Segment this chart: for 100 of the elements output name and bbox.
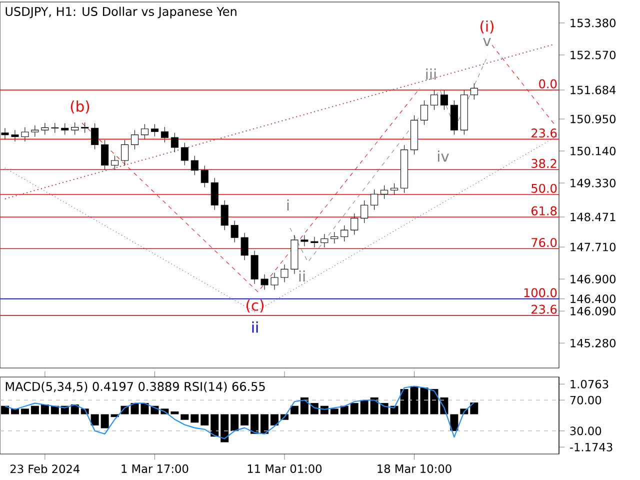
bar [250, 414, 259, 434]
bar [370, 397, 378, 414]
annotation: ii [299, 270, 305, 282]
y2-tick-label: 70.00 [570, 396, 602, 404]
annotation: v [483, 38, 491, 46]
candlestick [220, 200, 228, 230]
annotation: ii [252, 321, 258, 333]
bar [200, 414, 209, 426]
bar [470, 402, 478, 414]
y-tick-label: 150.140 [570, 146, 616, 156]
candlestick [180, 142, 188, 166]
bar [180, 414, 189, 420]
bar [20, 408, 29, 414]
y-tick-label: 151.684 [570, 86, 616, 94]
y-tick-label: 153.380 [570, 18, 616, 28]
candlestick [300, 234, 308, 247]
annotation: 61.8 [532, 206, 557, 216]
candlestick [31, 125, 39, 138]
annotation: (b) [70, 100, 90, 114]
annotation: i [287, 199, 289, 211]
bar [90, 414, 99, 426]
y-tick-label: 146.090 [570, 306, 616, 316]
chart-title: MACD(5,34,5) 0.4197 0.3889 RSI(14) 66.55 [6, 382, 265, 392]
annotation: 50.0 [532, 184, 557, 193]
bar [270, 414, 279, 426]
bar [190, 414, 199, 423]
candlestick [140, 124, 149, 140]
bar [230, 414, 239, 432]
bar [210, 414, 219, 437]
candlestick [340, 225, 348, 242]
candlestick [260, 274, 268, 290]
candlestick [121, 140, 129, 166]
candlestick [430, 90, 438, 110]
x-tick-label: 11 Mar 01:00 [248, 464, 322, 473]
annotation: (i) [480, 20, 494, 34]
candlestick [130, 130, 139, 150]
candlestick [440, 90, 448, 110]
candlestick [21, 127, 29, 142]
bar [350, 403, 358, 414]
candlestick [360, 200, 368, 224]
bar [240, 414, 249, 426]
candlestick [160, 126, 168, 143]
y-tick-label: 149.330 [570, 178, 616, 188]
candlestick [71, 122, 79, 136]
candlestick [111, 155, 119, 170]
candlestick [81, 122, 89, 134]
bar [220, 414, 229, 442]
candlestick [330, 232, 338, 244]
bar [290, 406, 298, 414]
candlestick [190, 155, 198, 176]
y-tick-label: 145.280 [570, 338, 616, 348]
candlestick [101, 140, 109, 170]
candlestick [310, 236, 318, 248]
candlestick [250, 250, 258, 284]
candlestick [200, 165, 208, 188]
y-tick-label: 148.471 [570, 212, 616, 222]
bar [260, 414, 269, 434]
annotation: (c) [246, 299, 264, 313]
bar [400, 389, 408, 414]
candlestick [51, 122, 59, 134]
annotation: iv [438, 150, 449, 162]
candlestick [280, 264, 288, 283]
candlestick [350, 213, 358, 236]
annotation: 38.2 [532, 158, 556, 168]
candlestick [420, 100, 428, 126]
candlestick [240, 232, 248, 260]
annotation: iii [426, 68, 436, 80]
candlestick [270, 272, 278, 290]
y-tick-label: 1.0763 [570, 380, 608, 388]
bar [100, 414, 109, 428]
candlestick [41, 122, 49, 136]
candlestick [470, 83, 478, 100]
y-tick-label: -1.1743 [570, 442, 612, 452]
y-tick-label: 150.950 [570, 114, 616, 124]
annotation: 23.6 [532, 304, 557, 314]
annotation: 0.0 [539, 79, 557, 88]
candlestick [380, 185, 388, 200]
candlestick [170, 132, 178, 152]
x-tick-label: 18 Mar 10:00 [378, 464, 452, 473]
candlestick [210, 178, 218, 210]
candlestick [370, 189, 378, 210]
annotation: 100.0 [524, 288, 557, 298]
candlestick [11, 130, 19, 142]
x-tick-label: 23 Feb 2024 [10, 464, 80, 474]
candlestick [390, 183, 398, 196]
candlestick [320, 234, 328, 248]
y-tick-label: 147.710 [570, 242, 616, 252]
y-tick-label: 146.900 [570, 274, 616, 284]
annotation: 76.0 [532, 238, 557, 248]
y2-tick-label: 30.00 [570, 426, 602, 436]
candlestick [91, 123, 99, 150]
bar [30, 406, 39, 414]
bar [430, 389, 438, 414]
candlestick [150, 124, 158, 137]
x-tick-label: 1 Mar 17:00 [122, 464, 188, 473]
candlestick [230, 220, 238, 243]
candlestick [61, 123, 69, 136]
annotation: 23.6 [532, 128, 557, 138]
bar [450, 414, 458, 432]
bar [330, 408, 338, 414]
